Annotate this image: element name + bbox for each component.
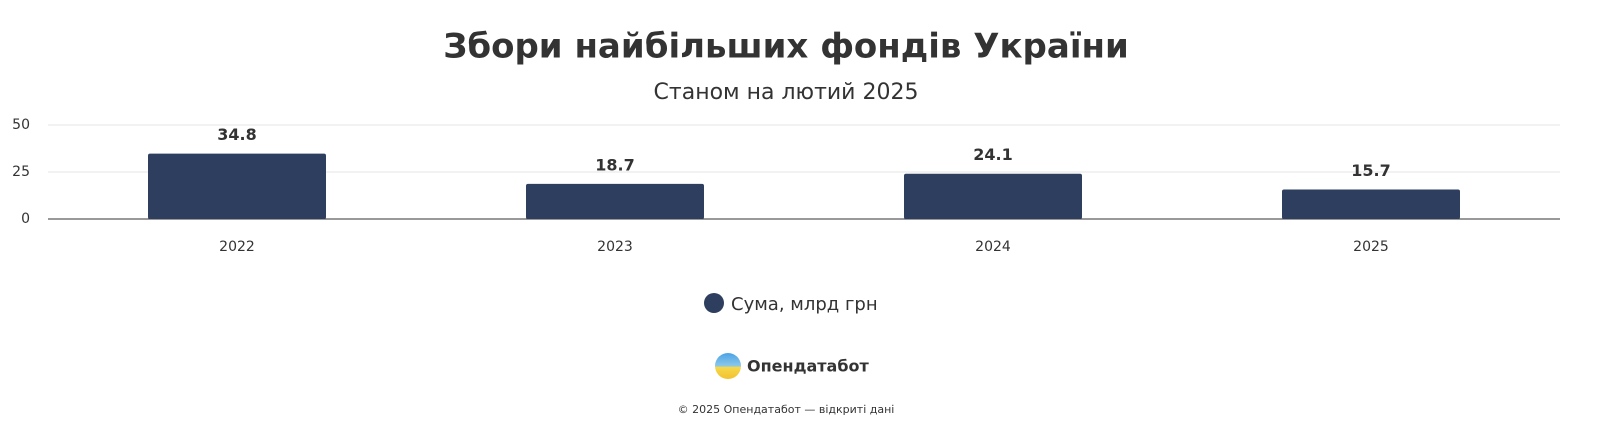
bar bbox=[148, 153, 326, 219]
brand-logo bbox=[715, 353, 741, 379]
y-tick-label: 25 bbox=[12, 164, 30, 180]
bar bbox=[1282, 189, 1460, 219]
x-tick-label: 2025 bbox=[1353, 239, 1389, 255]
y-tick-label: 50 bbox=[12, 117, 30, 133]
x-tick-label: 2022 bbox=[219, 239, 255, 255]
x-tick-label: 2024 bbox=[975, 239, 1011, 255]
bar bbox=[904, 173, 1082, 219]
copyright: © 2025 Опендатабот — відкриті дані bbox=[678, 403, 895, 416]
value-label: 24.1 bbox=[973, 145, 1012, 164]
bar bbox=[526, 183, 704, 219]
x-tick-label: 2023 bbox=[597, 239, 633, 255]
legend-marker bbox=[704, 293, 724, 313]
value-label: 34.8 bbox=[217, 125, 256, 144]
chart-title: Збори найбільших фондів України bbox=[443, 27, 1129, 67]
brand-name: Опендатабот bbox=[747, 357, 870, 376]
chart-subtitle: Станом на лютий 2025 bbox=[654, 80, 919, 105]
value-label: 15.7 bbox=[1351, 161, 1390, 180]
legend-label: Сума, млрд грн bbox=[731, 294, 878, 315]
value-label: 18.7 bbox=[595, 155, 634, 174]
y-tick-label: 0 bbox=[21, 211, 30, 227]
